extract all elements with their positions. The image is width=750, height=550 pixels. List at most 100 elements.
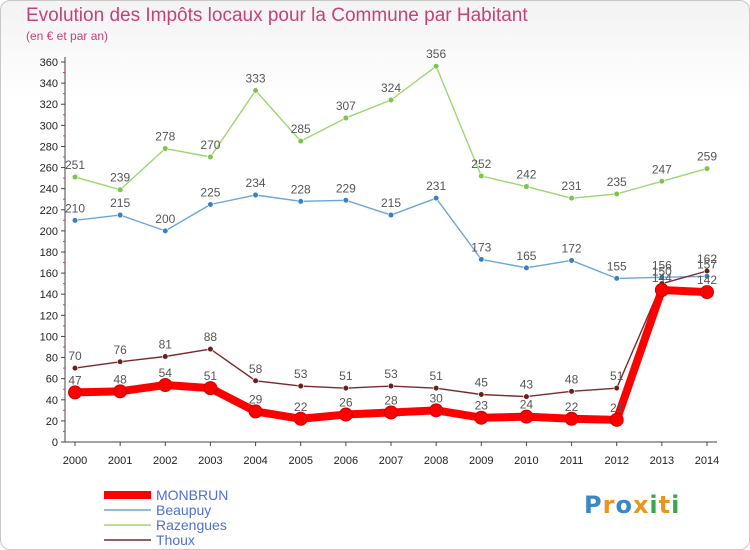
data-label-monbrun: 21 [610,401,624,415]
data-labels: 47 48 54 51 29 22 26 28 30 23 24 22 21 144 142 210 215 20… [65,47,717,415]
x-tick-label: 2004 [243,455,267,467]
data-point-razengues [433,63,440,70]
logo-letter: i [649,491,659,519]
data-point-razengues [613,190,620,198]
data-label-thoux: 48 [565,372,579,386]
data-point-beaupuy [523,264,530,271]
data-point-beaupuy [433,195,440,202]
data-point-thoux [568,388,575,395]
legend-label-monbrun: MONBRUN [156,487,228,503]
legend-label-thoux: Thoux [156,532,195,548]
logo-letter: o [615,491,633,519]
data-label-thoux: 162 [697,252,717,266]
data-point-thoux [207,346,214,353]
data-label-monbrun: 48 [113,372,127,386]
data-label-beaupuy: 215 [110,196,130,210]
y-tick-label: 300 [40,120,58,132]
data-point-monbrun [384,405,398,420]
data-label-beaupuy: 165 [516,249,536,263]
data-point-razengues [703,165,711,172]
x-tick-label: 2010 [514,455,538,467]
data-point-thoux [387,382,395,390]
x-tick-label: 2000 [63,455,87,467]
x-tick-label: 2002 [153,455,177,467]
data-label-razengues: 231 [562,179,582,193]
data-point-monbrun [474,410,489,425]
series-lines [68,63,714,427]
data-point-beaupuy [207,201,214,208]
legend-label-beaupuy: Beaupuy [156,502,211,518]
data-point-thoux [252,377,259,384]
data-label-thoux: 58 [249,362,263,376]
data-label-razengues: 247 [652,162,672,176]
data-label-beaupuy: 155 [607,259,627,273]
chart-title: Evolution des Impôts locaux pour la Comm… [26,5,528,26]
data-label-thoux: 51 [610,369,624,383]
logo-letter: t [658,491,672,519]
data-label-beaupuy: 231 [426,179,446,193]
data-point-thoux [613,385,620,392]
data-label-beaupuy: 172 [562,241,582,255]
data-point-razengues [658,178,665,185]
data-point-razengues [207,153,214,161]
data-label-monbrun: 142 [697,273,717,287]
data-label-monbrun: 30 [429,391,443,405]
data-point-razengues [117,186,124,193]
data-label-beaupuy: 228 [291,182,311,196]
data-point-beaupuy [568,257,575,264]
x-tick-label: 2009 [469,455,493,467]
data-point-beaupuy [71,217,79,224]
data-label-razengues: 239 [110,171,130,185]
data-point-monbrun [609,412,624,427]
data-label-thoux: 81 [159,338,173,352]
data-point-monbrun [113,384,128,399]
data-label-monbrun: 144 [652,271,672,285]
y-tick-label: 260 [40,163,58,175]
data-label-monbrun: 47 [68,373,82,387]
data-point-razengues [387,96,395,104]
y-tick-label: 280 [40,141,58,153]
logo-letter: P [584,491,603,519]
data-label-monbrun: 24 [520,398,534,412]
data-label-razengues: 251 [65,158,85,172]
data-label-beaupuy: 215 [381,196,401,210]
data-label-monbrun: 28 [384,393,398,407]
y-tick-label: 120 [40,310,58,322]
data-label-thoux: 43 [520,378,534,392]
data-point-monbrun [68,385,82,400]
y-tick-label: 80 [46,353,58,365]
data-point-monbrun [564,411,579,426]
x-tick-label: 2003 [198,455,222,467]
data-point-beaupuy [162,227,169,234]
logo-letter: i [671,491,681,519]
data-point-monbrun [654,283,669,297]
data-point-monbrun [248,404,263,419]
x-tick-label: 2001 [108,455,132,467]
y-tick-label: 160 [40,268,58,280]
data-label-thoux: 53 [384,367,398,381]
data-point-beaupuy [297,198,304,205]
data-point-beaupuy [478,256,485,263]
data-label-razengues: 235 [607,175,627,189]
y-tick-label: 20 [46,416,58,428]
data-point-thoux [117,358,124,365]
data-label-razengues: 252 [471,157,491,171]
y-tick-label: 100 [40,331,58,343]
data-point-monbrun [429,403,444,418]
data-label-razengues: 242 [516,168,536,182]
data-point-monbrun [700,285,714,300]
axes: 0 20 40 60 80 100 120 140 160 180 200 220 240 260 280 3… [40,57,719,467]
y-tick-label: 180 [40,247,58,259]
data-label-razengues: 270 [200,138,220,152]
data-label-beaupuy: 156 [652,258,672,272]
y-tick-label: 60 [46,374,58,386]
y-tick-label: 220 [40,205,58,217]
y-tick-label: 140 [40,289,58,301]
data-label-thoux: 76 [113,343,127,357]
data-label-razengues: 278 [155,130,175,144]
data-label-thoux: 51 [429,369,443,383]
data-label-monbrun: 22 [565,400,579,414]
data-point-beaupuy [658,274,665,281]
